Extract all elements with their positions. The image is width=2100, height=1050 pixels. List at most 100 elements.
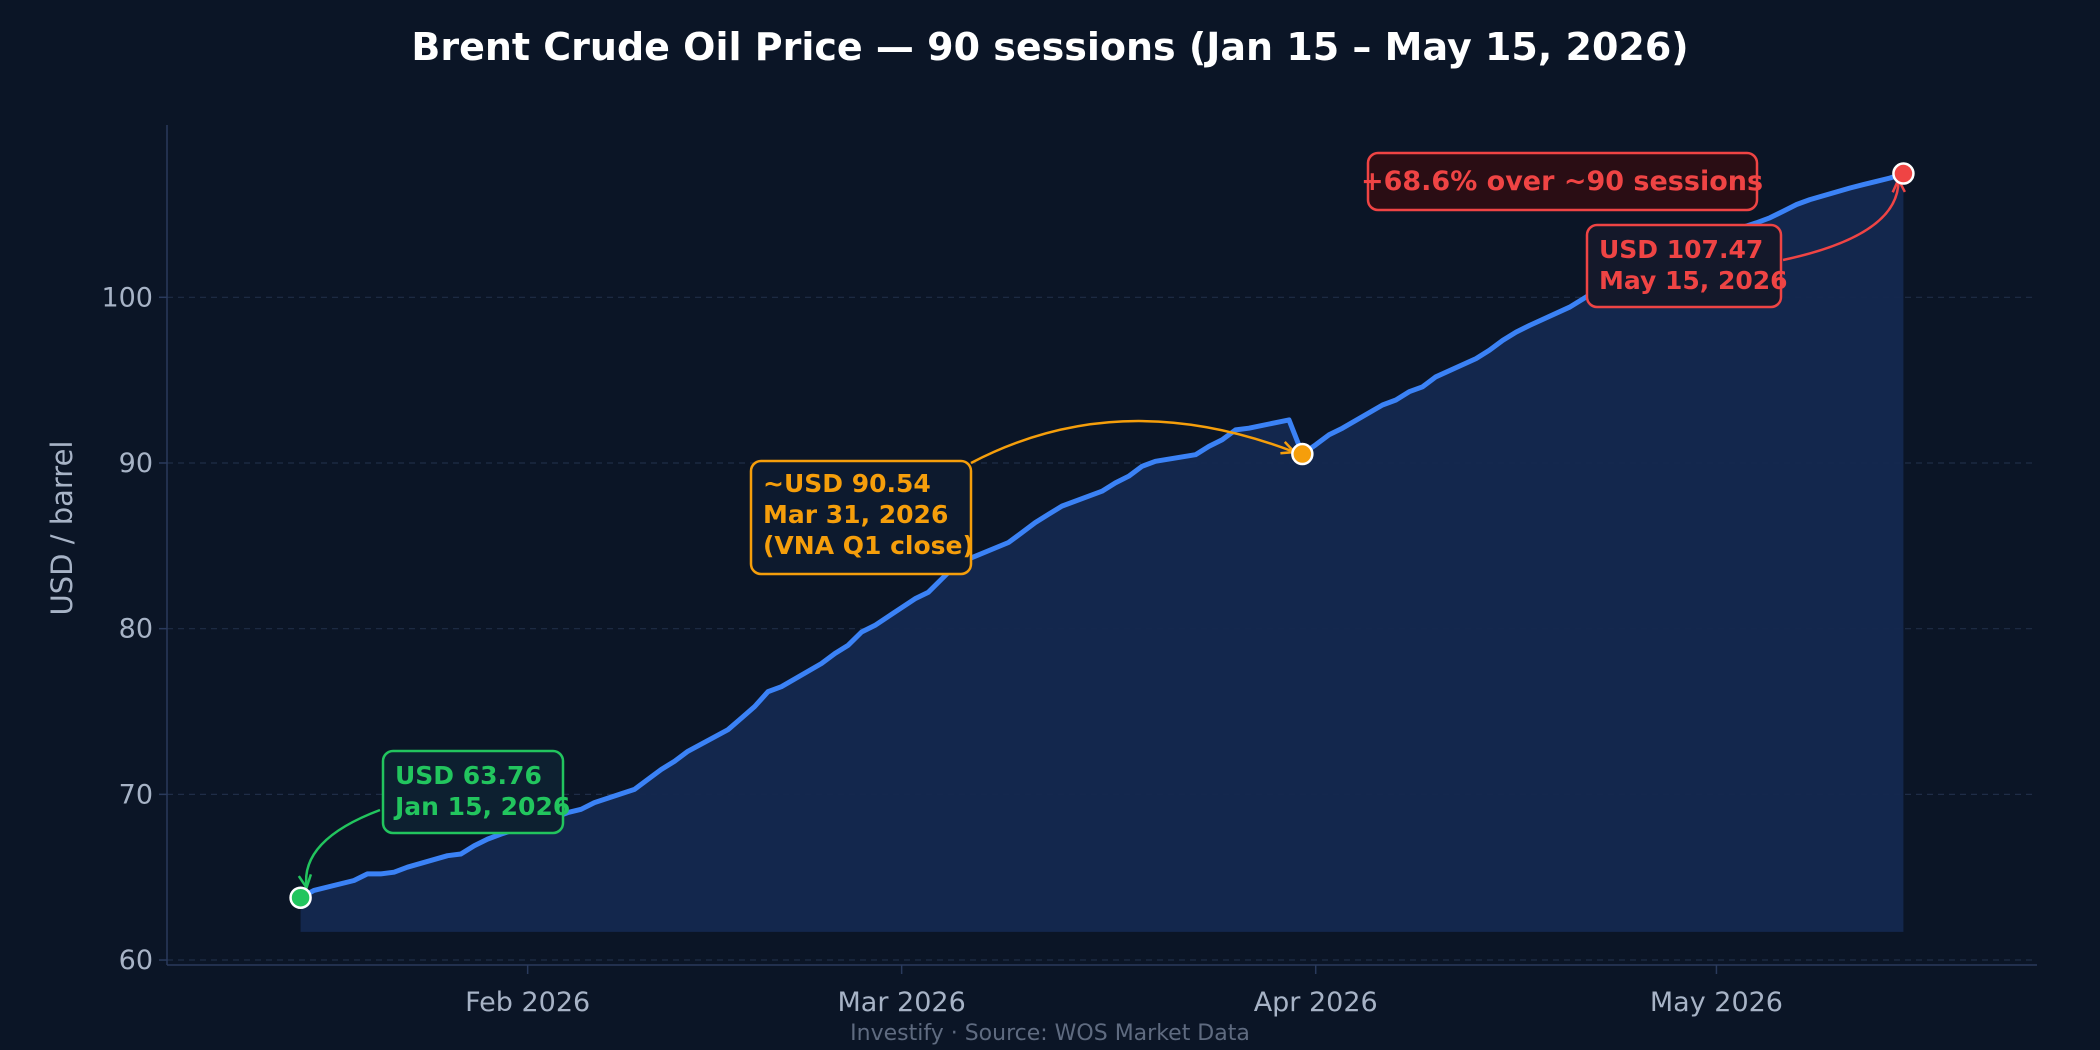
data-point (379, 872, 383, 876)
data-point (833, 652, 837, 656)
data-point (1020, 531, 1024, 535)
data-point (312, 888, 316, 892)
data-point (1314, 443, 1318, 447)
data-point (1060, 504, 1064, 508)
data-point (1127, 474, 1131, 478)
data-point (913, 597, 917, 601)
data-point (446, 854, 450, 858)
data-point (1434, 375, 1438, 379)
mid-marker (1291, 442, 1314, 466)
data-point (1100, 489, 1104, 493)
data-point (820, 661, 824, 665)
axes: 60 70 80 90 100 Feb 2026 Mar 2026 Apr 2026 May 2… (101, 125, 2037, 1018)
data-point (673, 759, 677, 763)
data-point (940, 577, 944, 581)
data-point (1220, 438, 1224, 442)
start-callout-text: USD 63.76 (395, 761, 542, 790)
data-point (1113, 481, 1117, 485)
data-point (1340, 426, 1344, 430)
mid-callout-box (749, 459, 973, 576)
mid-callout-text: (VNA Q1 close) (763, 531, 974, 560)
start-arrow (304, 808, 381, 888)
data-point (766, 690, 770, 694)
data-point (1381, 403, 1385, 407)
start-callout-text: Jan 15, 2026 (393, 792, 570, 821)
end-callout-box (1585, 223, 1783, 309)
data-point (459, 852, 463, 856)
data-point (1327, 433, 1331, 437)
chart-title: Brent Crude Oil Price — 90 sessions (Jan… (411, 25, 1688, 69)
data-point (1514, 330, 1518, 334)
data-point (646, 777, 650, 781)
data-point (686, 749, 690, 753)
data-point (365, 872, 369, 876)
data-point (1033, 521, 1037, 525)
mid-callout-text: Mar 31, 2026 (763, 500, 948, 529)
end-callout-text: May 15, 2026 (1599, 266, 1788, 295)
data-point (1474, 357, 1478, 361)
start-callout-box (381, 749, 565, 835)
data-point (1501, 338, 1505, 342)
data-point (726, 728, 730, 732)
data-point (1153, 459, 1157, 463)
data-point (1768, 216, 1772, 220)
end-callout-text: USD 107.47 (1599, 235, 1763, 264)
source-note: Investify · Source: WOS Market Data (850, 1021, 1250, 1046)
change-badge: +68.6% over ~90 sessions (1361, 166, 1763, 197)
x-tick-label: May 2026 (1650, 987, 1783, 1018)
start-arrowhead (297, 874, 313, 891)
y-tick-label: 70 (119, 779, 153, 810)
data-point (1795, 203, 1799, 207)
data-point (1007, 541, 1011, 545)
data-point (1407, 390, 1411, 394)
y-tick-label: 80 (119, 614, 153, 645)
x-tick-label: Mar 2026 (838, 987, 966, 1018)
data-point (873, 623, 877, 627)
data-point (1581, 297, 1585, 301)
data-point (1287, 418, 1291, 422)
data-point (1394, 398, 1398, 402)
start-marker (289, 886, 312, 909)
data-point (392, 870, 396, 874)
data-point (633, 787, 637, 791)
data-point (926, 590, 930, 594)
data-point (592, 801, 596, 805)
x-tick-label: Apr 2026 (1254, 987, 1378, 1018)
data-point (860, 630, 864, 634)
y-tick-label: 90 (119, 448, 153, 479)
data-point (659, 767, 663, 771)
data-point (1875, 179, 1879, 183)
data-point (779, 685, 783, 689)
y-axis-label: USD / barrel (45, 441, 79, 616)
mid-callout-text: ~USD 90.54 (763, 469, 931, 498)
data-point (405, 865, 409, 869)
data-point (352, 879, 356, 883)
data-point (1861, 183, 1865, 187)
end-arrow (1782, 179, 1900, 262)
data-point (1487, 348, 1491, 352)
data-point (1568, 305, 1572, 309)
data-point (1194, 453, 1198, 457)
data-point (472, 844, 476, 848)
data-point (486, 837, 490, 841)
series-area-fill (300, 173, 1904, 932)
data-point (1140, 464, 1144, 468)
data-point (1848, 186, 1852, 190)
data-point (1047, 512, 1051, 516)
y-tick-label: 100 (101, 282, 153, 313)
data-point (1888, 176, 1892, 180)
data-point (579, 807, 583, 811)
change-badge-box (1366, 151, 1759, 212)
data-point (1781, 209, 1785, 213)
x-tick-label: Feb 2026 (465, 987, 590, 1018)
data-point (753, 705, 757, 709)
data-point (1207, 444, 1211, 448)
end-marker (1892, 162, 1915, 185)
data-point (1247, 426, 1251, 430)
data-point (846, 643, 850, 647)
data-point (739, 716, 743, 720)
data-point (1234, 428, 1238, 432)
